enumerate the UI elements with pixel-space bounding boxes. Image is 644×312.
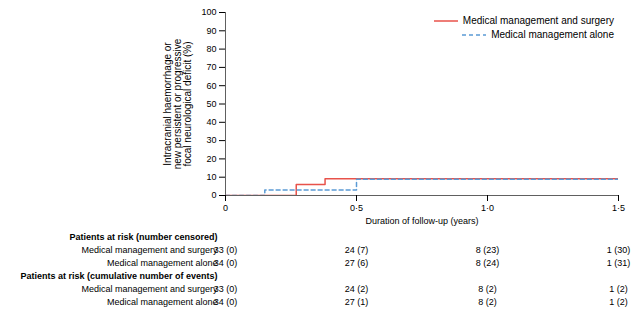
svg-text:1·5: 1·5 [612, 203, 625, 213]
svg-text:8 (23): 8 (23) [476, 245, 500, 255]
svg-text:8 (2): 8 (2) [478, 284, 497, 294]
html-text:Medical management and surgery: Medical management and surgery [462, 15, 614, 26]
svg-text:34 (0): 34 (0) [214, 258, 238, 268]
svg-text:0: 0 [211, 190, 216, 200]
svg-text:33 (0): 33 (0) [214, 245, 238, 255]
svg-text:1·0: 1·0 [481, 203, 494, 213]
html-text:Medical management alone: Medical management alone [491, 29, 614, 40]
svg-text:24 (7): 24 (7) [345, 245, 369, 255]
svg-text:24 (2): 24 (2) [345, 284, 369, 294]
svg-text:70: 70 [206, 62, 216, 72]
svg-text:10: 10 [206, 172, 216, 182]
svg-text:1 (30): 1 (30) [607, 245, 631, 255]
svg-text:Patients at risk (number censo: Patients at risk (number censored) [69, 232, 217, 242]
svg-text:Medical management and surgery: Medical management and surgery [81, 284, 218, 294]
svg-text:Medical management and surgery: Medical management and surgery [81, 245, 218, 255]
svg-text:8 (2): 8 (2) [478, 297, 497, 307]
svg-text:1 (2): 1 (2) [609, 284, 628, 294]
svg-text:100: 100 [201, 7, 216, 17]
svg-text:27 (6): 27 (6) [345, 258, 369, 268]
svg-text:50: 50 [206, 99, 216, 109]
svg-text:0·5: 0·5 [350, 203, 363, 213]
svg-text:1 (31): 1 (31) [607, 258, 631, 268]
svg-text:Intracranial haemorrhage ornew: Intracranial haemorrhage ornew persisten… [162, 38, 193, 169]
svg-text:40: 40 [206, 117, 216, 127]
svg-text:Patients at risk (cumulative n: Patients at risk (cumulative number of e… [20, 271, 217, 281]
svg-text:Medical management alone: Medical management alone [107, 258, 218, 268]
svg-text:1 (2): 1 (2) [609, 297, 628, 307]
svg-text:34 (0): 34 (0) [214, 297, 238, 307]
svg-text:20: 20 [206, 154, 216, 164]
svg-text:33 (0): 33 (0) [214, 284, 238, 294]
svg-text:60: 60 [206, 81, 216, 91]
svg-text:27 (1): 27 (1) [345, 297, 369, 307]
svg-text:8 (24): 8 (24) [476, 258, 500, 268]
svg-text:Duration of follow-up (years): Duration of follow-up (years) [365, 216, 478, 226]
svg-text:90: 90 [206, 26, 216, 36]
svg-text:Medical management alone: Medical management alone [107, 297, 218, 307]
svg-text:30: 30 [206, 135, 216, 145]
svg-text:0: 0 [223, 203, 228, 213]
svg-text:80: 80 [206, 44, 216, 54]
